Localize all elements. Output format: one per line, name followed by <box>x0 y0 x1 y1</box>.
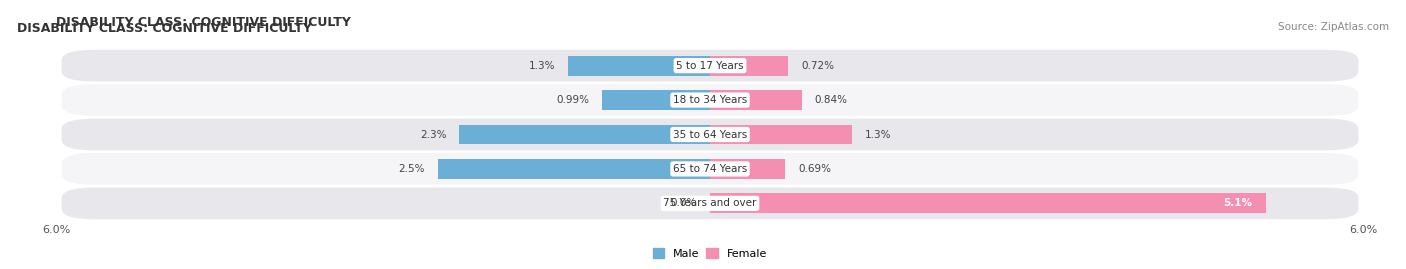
FancyBboxPatch shape <box>62 119 1358 150</box>
Text: DISABILITY CLASS: COGNITIVE DIFFICULTY: DISABILITY CLASS: COGNITIVE DIFFICULTY <box>17 22 312 34</box>
Text: 75 Years and over: 75 Years and over <box>664 198 756 208</box>
Bar <box>602 90 710 110</box>
Bar <box>460 125 710 144</box>
Bar <box>710 90 801 110</box>
Bar <box>568 56 710 76</box>
Text: 0.72%: 0.72% <box>801 61 835 71</box>
Bar <box>710 125 852 144</box>
Text: 0.99%: 0.99% <box>557 95 589 105</box>
Bar <box>710 56 789 76</box>
Text: 0.0%: 0.0% <box>671 198 697 208</box>
FancyBboxPatch shape <box>62 187 1358 219</box>
FancyBboxPatch shape <box>62 153 1358 185</box>
Text: 35 to 64 Years: 35 to 64 Years <box>673 129 747 140</box>
Text: 0.84%: 0.84% <box>814 95 848 105</box>
Text: 5.1%: 5.1% <box>1223 198 1253 208</box>
Text: 5 to 17 Years: 5 to 17 Years <box>676 61 744 71</box>
Bar <box>710 159 785 179</box>
FancyBboxPatch shape <box>62 50 1358 82</box>
FancyBboxPatch shape <box>62 84 1358 116</box>
Text: 65 to 74 Years: 65 to 74 Years <box>673 164 747 174</box>
Bar <box>437 159 710 179</box>
Text: 0.69%: 0.69% <box>799 164 831 174</box>
Legend: Male, Female: Male, Female <box>648 244 772 263</box>
Text: 2.5%: 2.5% <box>398 164 425 174</box>
Bar <box>710 193 1265 213</box>
Text: 1.3%: 1.3% <box>865 129 891 140</box>
Text: DISABILITY CLASS: COGNITIVE DIFFICULTY: DISABILITY CLASS: COGNITIVE DIFFICULTY <box>56 16 352 30</box>
Text: Source: ZipAtlas.com: Source: ZipAtlas.com <box>1278 22 1389 31</box>
Text: 18 to 34 Years: 18 to 34 Years <box>673 95 747 105</box>
Text: 1.3%: 1.3% <box>529 61 555 71</box>
Text: 2.3%: 2.3% <box>420 129 446 140</box>
